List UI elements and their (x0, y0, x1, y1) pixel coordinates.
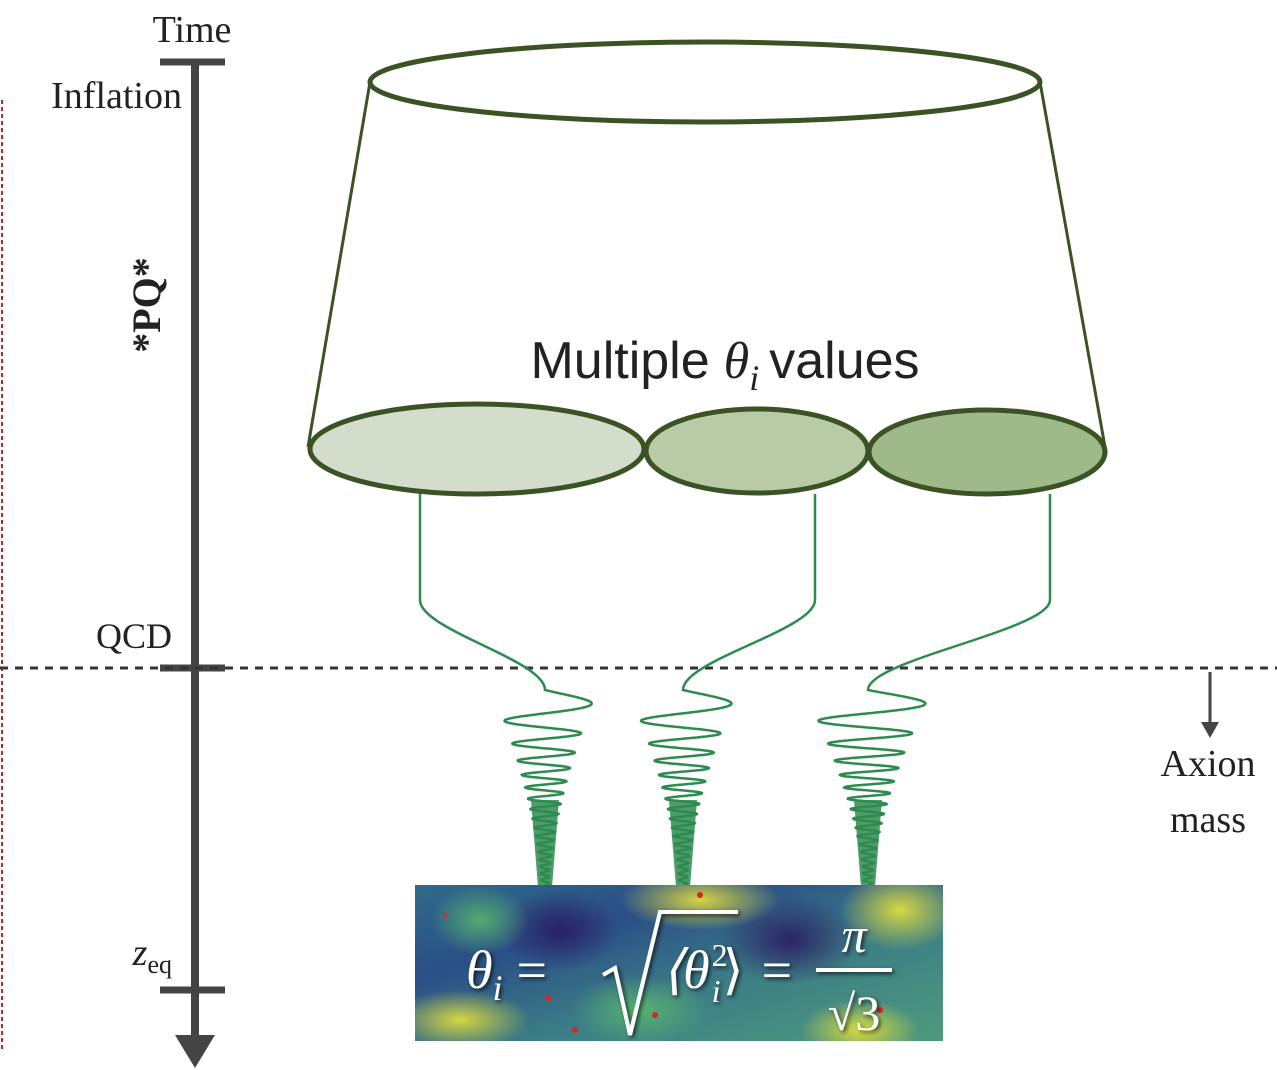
axion-label: Axion (1161, 743, 1256, 785)
time-label: Time (153, 9, 232, 51)
zeq-label: zeq (132, 932, 172, 979)
eq-equals: = (762, 940, 792, 1000)
zeq-base: z (132, 932, 148, 974)
pq-label: *PQ* (124, 257, 169, 353)
oscillation (641, 494, 815, 885)
caption-suffix: values (769, 332, 919, 390)
eq-equals: = (517, 940, 547, 1000)
caption-prefix: Multiple (530, 332, 709, 390)
oscillation-core (854, 800, 882, 887)
oscillations (420, 492, 1050, 887)
eq-open: ⟨θ (662, 940, 710, 1000)
eq-sub: i (712, 973, 721, 1009)
oscillation (819, 494, 1051, 885)
oscillation-core (669, 800, 697, 887)
eq-num: π (841, 907, 868, 963)
time-arrow (175, 1035, 215, 1068)
qcd-label: QCD (96, 616, 172, 656)
patch (646, 409, 868, 493)
top-ellipse (370, 42, 1040, 122)
eq-close: ⟩ (722, 940, 743, 1000)
diagram: Time Inflation *PQ* QCD zeq Axion mass M… (0, 0, 1277, 1070)
caption-sub: i (749, 358, 759, 398)
oscillation-core (531, 800, 559, 887)
mass-arrowhead (1201, 722, 1219, 738)
eq-lhs: θ (466, 940, 493, 1000)
caption-symbol: θ (724, 333, 750, 390)
eq-den: √3 (828, 985, 880, 1041)
patch (310, 404, 644, 494)
zeq-sub: eq (147, 950, 172, 979)
patch (869, 410, 1105, 494)
oscillation (420, 492, 592, 885)
eq-lhs-sub: i (493, 968, 503, 1008)
inflation-label: Inflation (51, 75, 182, 117)
mass-label: mass (1170, 799, 1246, 841)
cone-side (308, 82, 370, 447)
cone-side (1040, 82, 1105, 447)
